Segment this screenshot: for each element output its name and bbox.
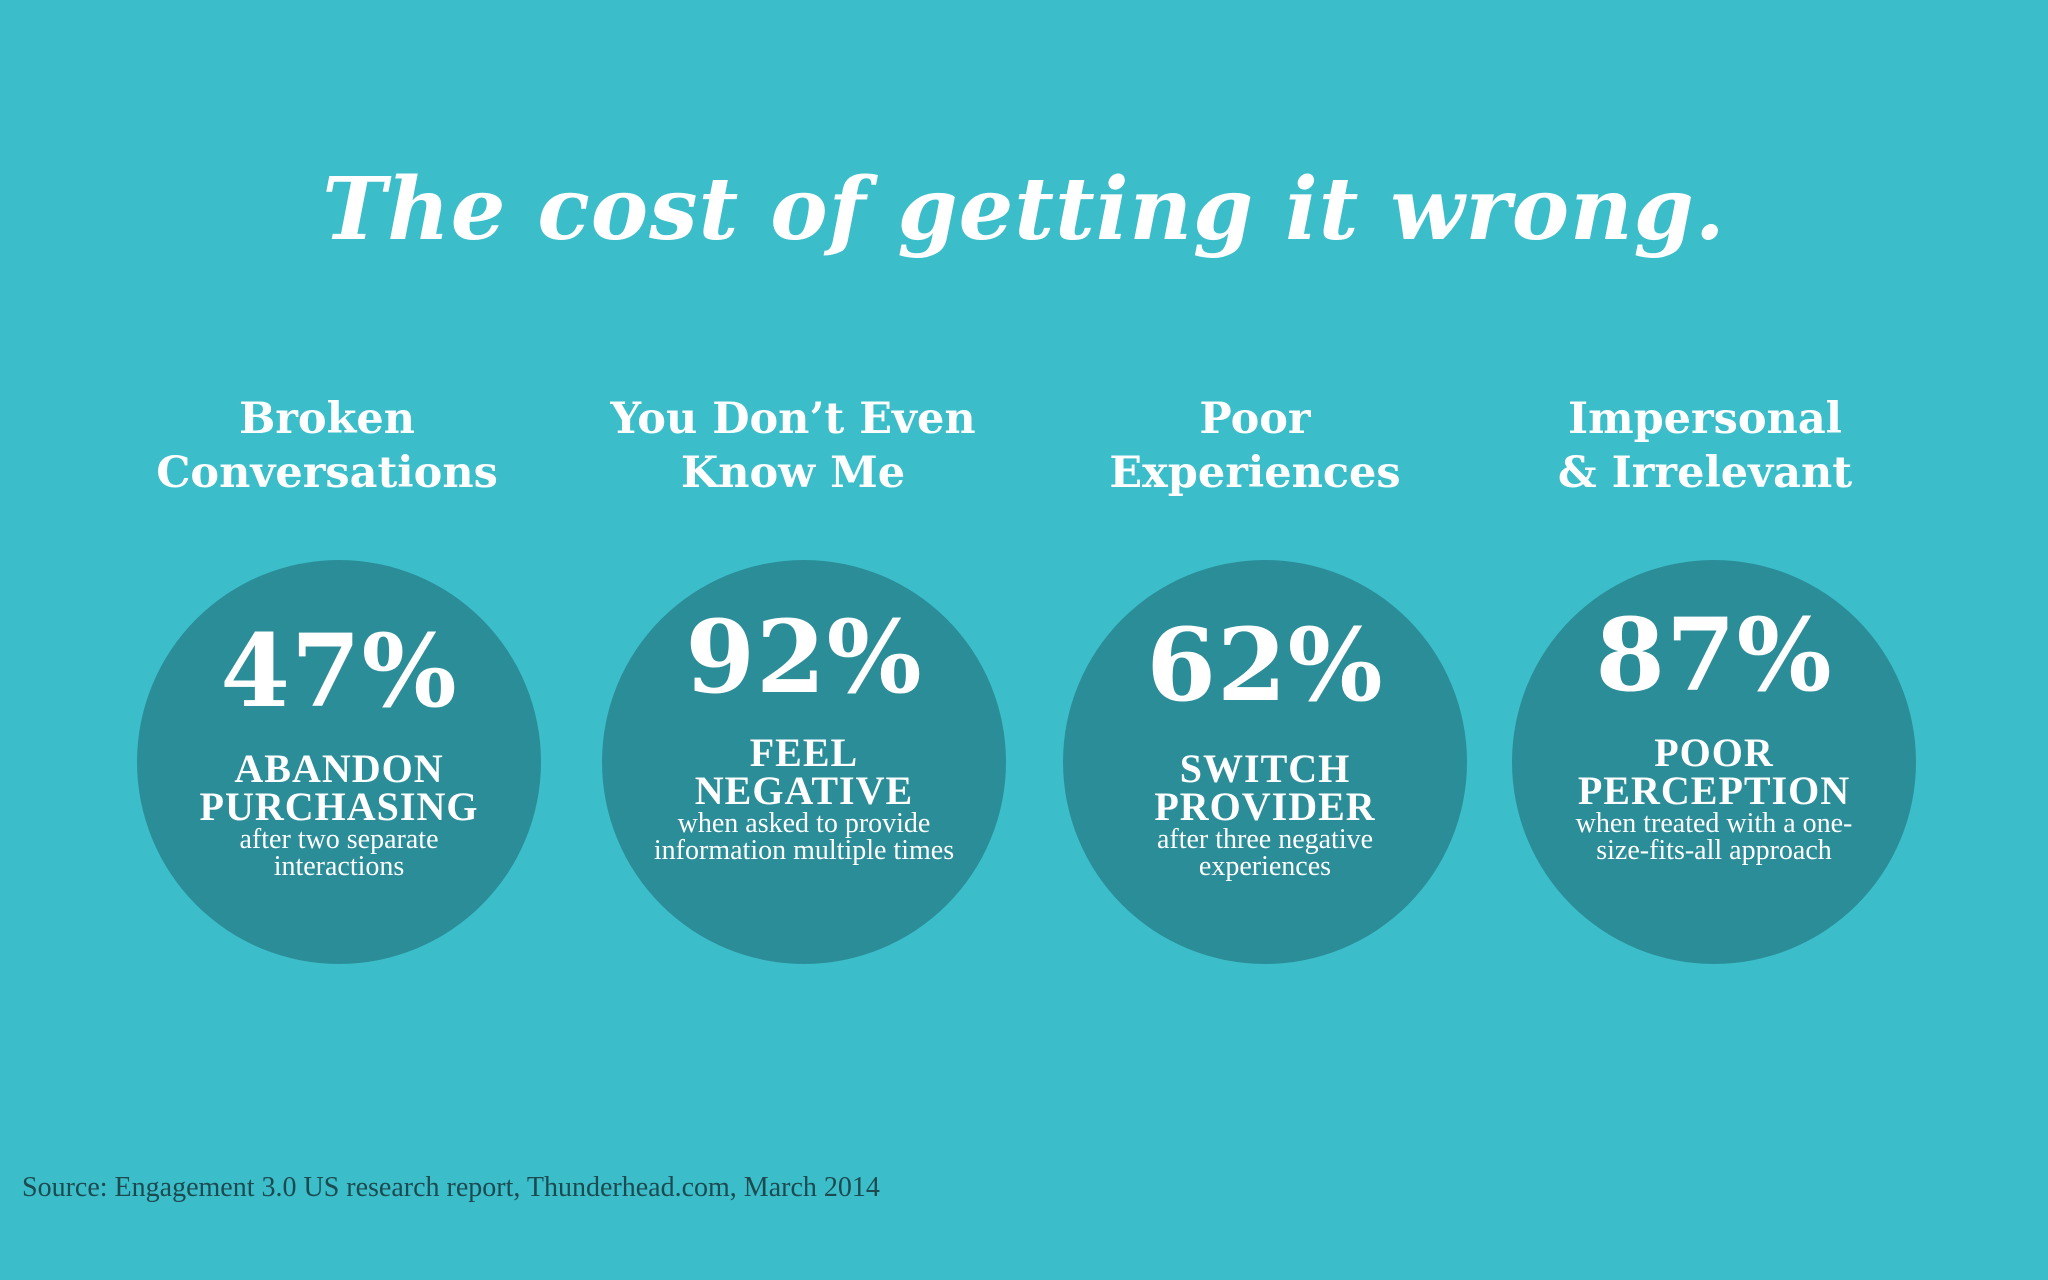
stat-label: ABANDON PURCHASING <box>167 746 511 829</box>
stat-label-line: POOR <box>1654 730 1774 775</box>
stat-percentage: 62% <box>1146 606 1384 724</box>
stat-label-line: PURCHASING <box>199 784 479 829</box>
stat-label: SWITCH PROVIDER <box>1093 746 1437 829</box>
stat-label-line: FEEL <box>749 730 859 775</box>
stat-label-line: PERCEPTION <box>1577 768 1851 813</box>
source-citation: Source: Engagement 3.0 US research repor… <box>22 1172 880 1203</box>
stat-label-line: NEGATIVE <box>694 768 914 813</box>
page-title: The cost of getting it wrong. <box>322 159 1726 260</box>
stat-heading-line: Impersonal <box>1567 394 1843 444</box>
stat-heading-line: Know Me <box>680 448 906 498</box>
stat-heading-poor-experiences: Poor Experiences <box>1040 392 1470 500</box>
stat-circle-poor-experiences: 62% SWITCH PROVIDER after three negative… <box>1063 560 1467 964</box>
stat-label-line: ABANDON <box>234 746 444 791</box>
stat-label-line: PROVIDER <box>1154 784 1376 829</box>
stat-heading-line: Poor <box>1199 394 1311 444</box>
stat-heading-impersonal-irrelevant: Impersonal & Irrelevant <box>1490 392 1920 500</box>
stat-heading-line: Conversations <box>156 448 498 498</box>
stat-circle-you-dont-even-know-me: 92% FEEL NEGATIVE when asked to provide … <box>602 560 1006 964</box>
stat-description: when treated with a one-size-fits-all ap… <box>1575 808 1853 866</box>
stat-heading-broken-conversations: Broken Conversations <box>112 392 542 500</box>
stat-heading-you-dont-even-know-me: You Don’t Even Know Me <box>578 392 1008 500</box>
stat-percentage: 87% <box>1595 596 1833 714</box>
stat-label: FEEL NEGATIVE <box>632 730 976 813</box>
stat-description: after two separate interactions <box>239 824 439 882</box>
stat-circle-impersonal-irrelevant: 87% POOR PERCEPTION when treated with a … <box>1512 560 1916 964</box>
stat-heading-line: You Don’t Even <box>610 394 976 444</box>
stat-label: POOR PERCEPTION <box>1542 730 1886 813</box>
stat-label-line: SWITCH <box>1179 746 1351 791</box>
stat-percentage: 92% <box>685 598 923 716</box>
stat-heading-line: Experiences <box>1109 448 1401 498</box>
stat-heading-line: Broken <box>238 394 416 444</box>
stat-heading-line: & Irrelevant <box>1557 448 1853 498</box>
stat-description: when asked to provide information multip… <box>653 808 955 866</box>
stat-circle-broken-conversations: 47% ABANDON PURCHASING after two separat… <box>137 560 541 964</box>
stat-description: after three negative experiences <box>1156 824 1374 882</box>
stat-percentage: 47% <box>220 612 458 730</box>
